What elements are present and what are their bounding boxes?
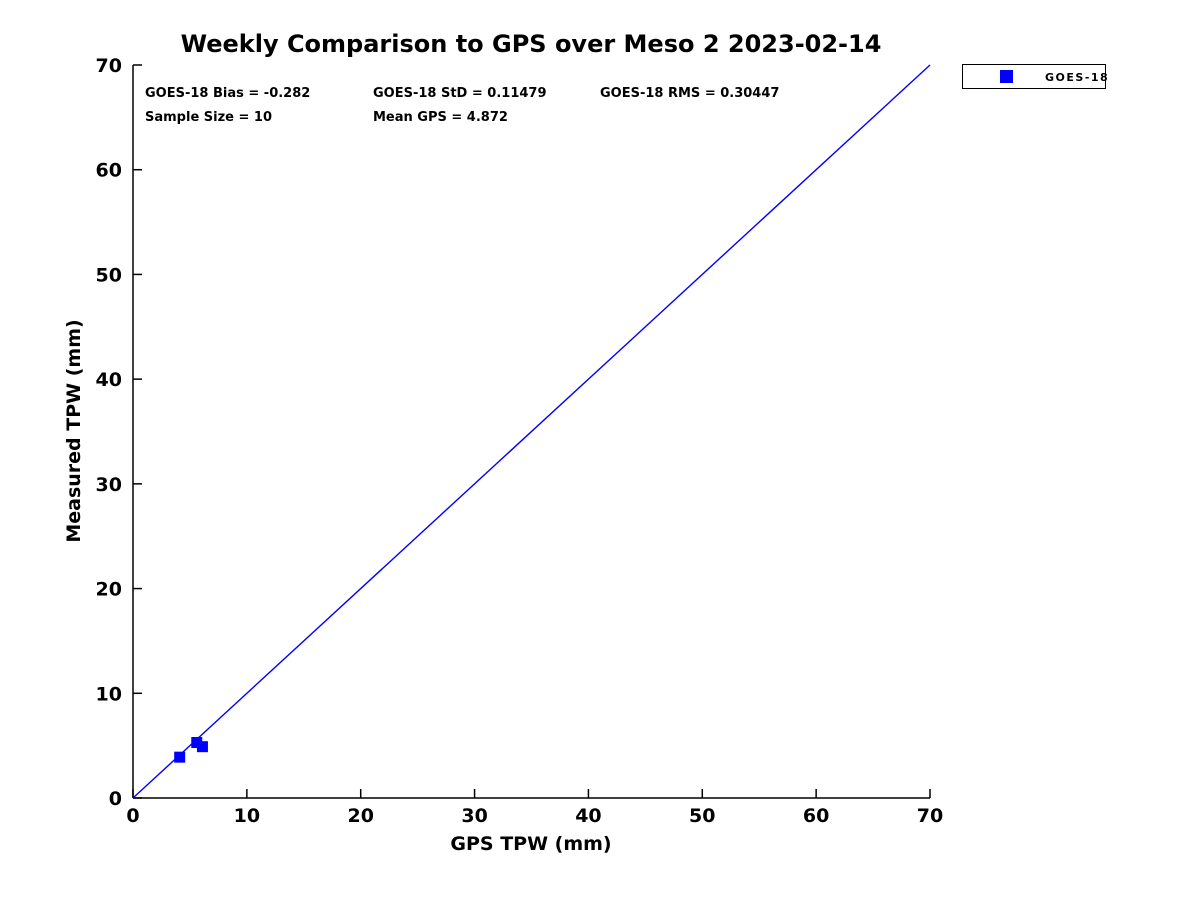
data-point-square — [191, 737, 203, 749]
stat-mean-gps: Mean GPS = 4.872 — [373, 110, 508, 125]
stat-std: GOES-18 StD = 0.11479 — [373, 86, 547, 101]
legend-marker-square-icon — [1000, 70, 1013, 83]
y-tick-label: 70 — [96, 55, 122, 77]
legend: GOES-18 — [962, 64, 1109, 89]
axes: 0 10 20 30 40 50 60 70 0 10 20 30 40 50 60 70 — [96, 55, 944, 827]
legend-box — [962, 64, 1106, 89]
y-tick-label: 30 — [96, 474, 122, 496]
identity-line — [132, 64, 931, 799]
plot-area — [132, 64, 931, 799]
x-tick-label: 0 — [126, 805, 139, 827]
x-tick-label: 60 — [803, 805, 829, 827]
stat-sample-size: Sample Size = 10 — [145, 110, 272, 125]
x-tick-label: 50 — [689, 805, 715, 827]
y-tick-label: 60 — [96, 160, 122, 182]
x-tick-label: 20 — [347, 805, 373, 827]
x-tick-label: 40 — [575, 805, 601, 827]
y-tick-label: 40 — [96, 369, 122, 391]
x-tick-label: 10 — [234, 805, 260, 827]
stat-bias: GOES-18 Bias = -0.282 — [145, 86, 310, 101]
data-point-square — [174, 751, 186, 763]
chart-title: Weekly Comparison to GPS over Meso 2 202… — [181, 30, 882, 58]
data-point-square — [196, 741, 208, 753]
x-tick-label: 70 — [917, 805, 943, 827]
y-tick-label: 0 — [109, 788, 122, 810]
y-tick-label: 50 — [96, 264, 122, 286]
x-tick-label: 30 — [461, 805, 487, 827]
x-axis-label: GPS TPW (mm) — [450, 833, 611, 855]
stat-rms: GOES-18 RMS = 0.30447 — [600, 86, 779, 101]
y-axis-label: Measured TPW (mm) — [63, 319, 85, 542]
legend-label: GOES-18 — [1045, 71, 1109, 84]
y-tick-label: 10 — [96, 683, 122, 705]
y-tick-label: 20 — [96, 579, 122, 601]
